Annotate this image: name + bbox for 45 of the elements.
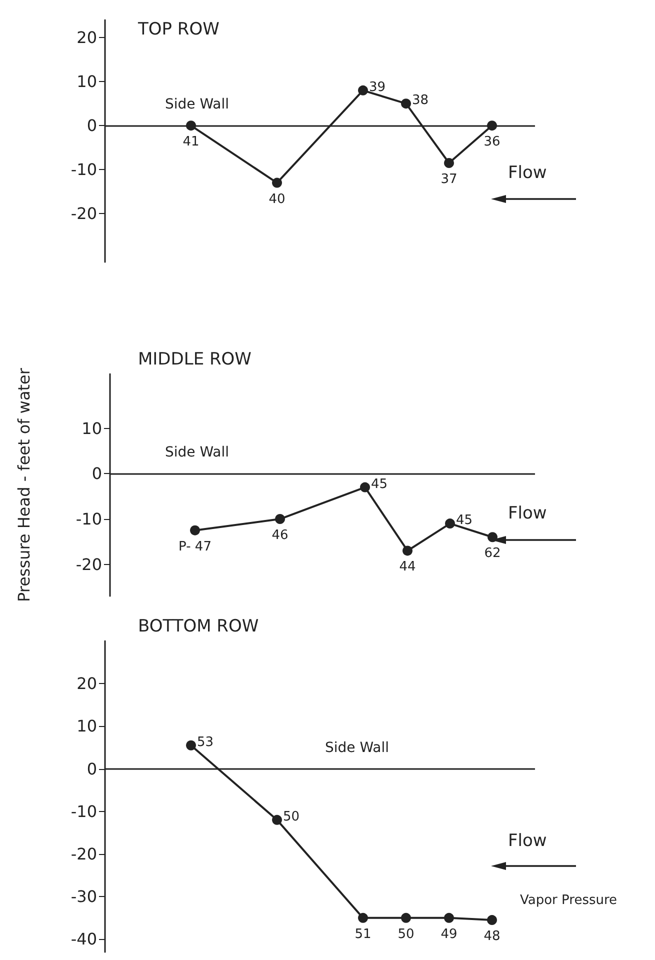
y-tick-label: 20	[76, 28, 97, 48]
chart-title: MIDDLE ROW	[138, 350, 252, 370]
annotation: 41	[182, 134, 200, 150]
y-tick-label: 10	[76, 72, 97, 92]
annotation: 45	[456, 513, 473, 528]
annotation: 53	[197, 734, 214, 750]
annotation: Flow	[508, 503, 547, 524]
y-tick-label: -40	[70, 930, 97, 949]
ref-line-label: Side Wall	[165, 444, 230, 461]
y-tick-label: 0	[86, 116, 97, 136]
annotation: 38	[412, 93, 429, 108]
annotation: 36	[484, 134, 500, 150]
chart-title: TOP ROW	[137, 20, 220, 40]
annotation: Flow	[508, 163, 547, 184]
annotation: 37	[440, 172, 458, 187]
y-tick-label: 0	[92, 464, 102, 484]
annotation: 50	[283, 809, 300, 824]
annotation: P- 47	[178, 539, 212, 554]
chart-title: BOTTOM ROW	[138, 616, 259, 636]
annotation: Vapor Pressure	[520, 893, 618, 908]
annotation: 51	[354, 926, 372, 942]
annotation: 45	[371, 476, 388, 492]
ref-line-label: Side Wall	[165, 96, 230, 113]
ref-line-label: Side Wall	[325, 740, 390, 756]
y-tick-label: -20	[76, 554, 102, 574]
annotation: 46	[272, 528, 288, 544]
y-tick-label: -10	[70, 160, 97, 180]
annotation: 48	[484, 929, 500, 944]
annotation: 62	[484, 546, 501, 562]
y-tick-label: -30	[70, 887, 97, 906]
y-tick-label: 0	[86, 759, 97, 778]
annotation: 40	[268, 192, 286, 207]
annotation: 44	[399, 560, 416, 575]
annotation: 39	[369, 80, 386, 95]
y-tick-label: -10	[70, 802, 97, 821]
annotation: 49	[440, 926, 458, 942]
y-tick-label: -10	[76, 510, 102, 529]
y-tick-label: -20	[70, 844, 97, 864]
y-axis-title: Pressure Head - feet of water	[14, 368, 34, 602]
y-tick-label: -20	[70, 204, 97, 224]
y-tick-label: 10	[82, 418, 102, 438]
y-tick-label: 10	[76, 716, 97, 736]
annotation: Flow	[508, 830, 547, 851]
annotation: 50	[398, 926, 414, 942]
y-tick-label: 20	[76, 674, 97, 694]
